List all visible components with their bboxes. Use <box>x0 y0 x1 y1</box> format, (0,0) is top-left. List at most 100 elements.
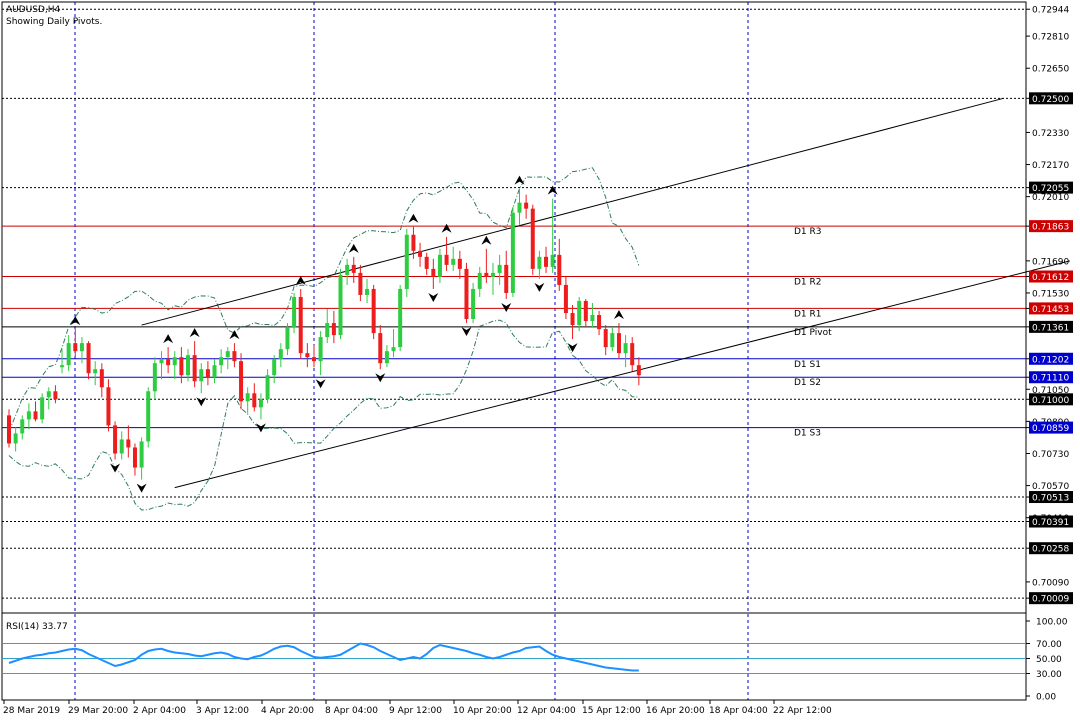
price-tag-box <box>1029 302 1073 315</box>
time-tick-label: 12 Apr 04:00 <box>517 706 576 716</box>
candle-body <box>159 359 164 364</box>
fractal-up-arrow <box>547 185 558 195</box>
candle-body <box>66 343 71 366</box>
pivot-labels: D1 R3 D1 R2 D1 R1 D1 Pivot D1 S1 D1 S2 D1 S3 <box>794 227 832 438</box>
candle-body <box>278 349 283 360</box>
candle-body <box>471 288 476 320</box>
candle-body <box>391 347 396 352</box>
price-tick-label: 0.71863 <box>1032 223 1069 233</box>
rsi-tick-label: 70.00 <box>1036 640 1062 650</box>
candle-body <box>490 272 495 277</box>
candle-body <box>563 284 568 314</box>
price-tag-box <box>1029 491 1073 504</box>
candle-body <box>86 343 91 374</box>
price-tick-label: 0.71202 <box>1032 355 1069 365</box>
candle-body <box>510 212 515 293</box>
candle-body <box>384 351 389 364</box>
price-tick-label: 0.70009 <box>1032 595 1069 605</box>
candle-body <box>53 391 58 400</box>
candle-body <box>239 361 244 402</box>
candle-body <box>73 343 78 352</box>
fractal-down-arrow <box>534 282 545 292</box>
rsi-tick-label: 100.00 <box>1036 618 1068 628</box>
fractal-up-arrow <box>441 223 452 233</box>
lower-envelope <box>8 319 639 511</box>
candle-body <box>325 323 330 338</box>
time-tick-label: 9 Apr 12:00 <box>389 706 442 716</box>
price-tick-label: 0.70258 <box>1032 545 1069 555</box>
pivot-label: D1 R2 <box>794 278 822 288</box>
candle-body <box>590 315 595 322</box>
candle-body <box>20 419 25 434</box>
candle-body <box>305 353 310 358</box>
candle-body <box>497 264 502 273</box>
fractal-down-arrow <box>255 423 266 433</box>
fractal-up-arrow <box>189 328 200 338</box>
fractal-up-arrow <box>481 235 492 245</box>
rsi-tick-label: 50.00 <box>1036 655 1062 665</box>
channel-upper-line <box>141 97 1004 326</box>
fractal-down-arrow <box>136 483 147 493</box>
time-tick-label: 29 Mar 20:00 <box>68 706 128 716</box>
candle-body <box>550 254 555 267</box>
price-tag-box <box>1029 352 1073 365</box>
fractal-down-arrow <box>567 343 578 353</box>
fractal-up-arrow <box>348 243 359 253</box>
fractal-arrows <box>70 175 624 493</box>
price-tick-label: 0.70513 <box>1032 494 1069 504</box>
candle-body <box>610 333 615 348</box>
pivot-subtitle: Showing Daily Pivots. <box>6 17 102 27</box>
candle-body <box>113 425 118 454</box>
time-tick-label: 3 Apr 12:00 <box>196 706 249 716</box>
candle-body <box>603 329 608 348</box>
candle-body <box>358 272 363 295</box>
candle-body <box>186 355 191 376</box>
candle-body <box>245 393 250 402</box>
candle-body <box>597 315 602 330</box>
candle-body <box>411 234 416 251</box>
price-axis: 0.72944 0.72810 0.72650 0.72500 0.72330 0.721… <box>1025 2 1073 700</box>
candle-body <box>126 439 131 448</box>
candle-body <box>457 258 462 269</box>
candle-body <box>504 264 509 293</box>
candle-body <box>424 256 429 269</box>
price-tick-label: 0.72170 <box>1032 161 1069 171</box>
candle-body <box>451 258 456 265</box>
time-tick-label: 16 Apr 20:00 <box>646 706 705 716</box>
candle-body <box>7 415 11 444</box>
candle-body <box>371 288 376 334</box>
candle-body <box>583 300 588 322</box>
time-tick-label: 18 Apr 04:00 <box>709 706 768 716</box>
candle-body <box>166 359 171 366</box>
candle-body <box>464 268 469 320</box>
candle-body <box>33 411 38 420</box>
candle-body <box>79 343 84 352</box>
fractal-down-arrow <box>501 302 512 312</box>
pivot-label: D1 S3 <box>794 429 821 439</box>
rsi-tick-label: 0.00 <box>1036 693 1056 703</box>
price-tick-label: 0.71612 <box>1032 273 1069 283</box>
candle-body <box>577 300 582 326</box>
candle-body <box>132 447 137 468</box>
fractal-up-arrow <box>229 330 240 340</box>
fractal-up-arrow <box>163 334 174 344</box>
fractal-up-arrow <box>613 310 624 320</box>
time-tick-label: 2 Apr 04:00 <box>133 706 186 716</box>
price-tick-label: 0.72810 <box>1032 33 1069 43</box>
fractal-down-arrow <box>375 373 386 383</box>
candle-body <box>311 357 316 362</box>
price-tick-label: 0.71110 <box>1032 374 1069 384</box>
fractal-down-arrow <box>315 379 326 389</box>
candle-body <box>404 234 409 289</box>
candle-body <box>537 256 542 269</box>
candle-body <box>351 264 356 273</box>
fractal-down-arrow <box>428 292 439 302</box>
candle-body <box>338 274 343 336</box>
candle-body <box>199 369 204 382</box>
fractal-up-arrow <box>70 316 81 326</box>
candle-body <box>623 343 628 354</box>
pivot-label: D1 S2 <box>794 378 821 388</box>
price-tag-box <box>1029 421 1073 434</box>
candle-body <box>517 202 522 213</box>
